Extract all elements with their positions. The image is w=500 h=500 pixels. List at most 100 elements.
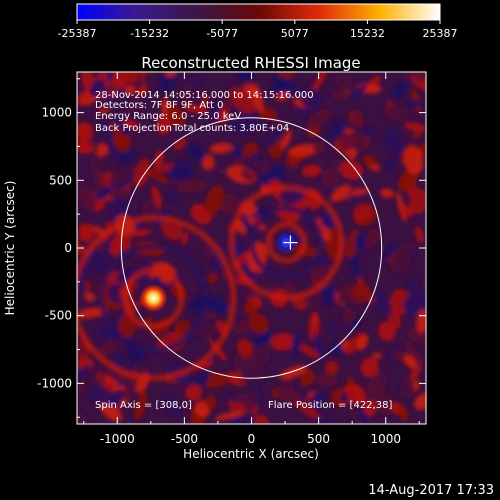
- colorbar-tick-label: 15232: [350, 27, 385, 40]
- spin-axis-text: Spin Axis = [308,0]: [95, 400, 192, 411]
- colorbar-tick-label: 25387: [423, 27, 458, 40]
- heatmap-blob: [299, 87, 322, 111]
- heatmap-blob: [342, 308, 356, 324]
- heatmap-ring: [228, 184, 345, 301]
- heatmap-blob: [352, 283, 372, 301]
- y-tick-labels: -1000 -500 0 500 1000: [37, 106, 72, 391]
- heatmap-blob: [280, 130, 292, 150]
- heatmap-blob: [366, 379, 385, 398]
- heatmap-blob: [301, 164, 322, 178]
- heatmap-blob: [244, 390, 258, 413]
- heatmap-blob: [151, 185, 162, 208]
- heatmap-blob: [201, 245, 214, 259]
- heatmap-blob: [153, 150, 165, 167]
- annotations: 28-Nov-2014 14:05:16.000 to 14:15:16.000…: [95, 90, 392, 411]
- heatmap-blob: [89, 78, 106, 98]
- heatmap-blob: [312, 333, 328, 361]
- heatmap-blob: [84, 292, 95, 302]
- heatmap-blob: [165, 72, 177, 78]
- heatmap-blob: [391, 80, 410, 99]
- heatmap-blob: [196, 321, 215, 339]
- heatmap-blob: [113, 166, 135, 186]
- heatmap-blob: [246, 290, 256, 300]
- heatmap-blob: [231, 88, 257, 114]
- heatmap-blob: [94, 173, 107, 193]
- heatmap-blob: [77, 307, 108, 319]
- heatmap-blob: [414, 225, 425, 244]
- heatmap-blob: [345, 383, 367, 405]
- heatmap-blob: [94, 186, 112, 200]
- heatmap-blob: [98, 399, 123, 422]
- y-tick-label: 500: [49, 173, 72, 187]
- colorbar-tick-label: -5077: [206, 27, 238, 40]
- heatmap-blob: [350, 249, 362, 279]
- heatmap-blob: [77, 244, 87, 255]
- heatmap-blob: [399, 205, 414, 218]
- heatmap-blob: [329, 157, 342, 174]
- heatmap-blob: [236, 338, 252, 355]
- heatmap-blob: [88, 384, 112, 406]
- heatmap-blob: [339, 160, 364, 180]
- heatmap-ring: [77, 215, 237, 382]
- heatmap-blob: [168, 160, 194, 181]
- heatmap-blob: [404, 340, 424, 366]
- heatmap-blob: [121, 72, 137, 84]
- heatmap-blob: [313, 140, 327, 154]
- heatmap-blob: [251, 83, 264, 114]
- heatmap-blob: [321, 216, 335, 230]
- heatmap-blob: [339, 132, 356, 151]
- heatmap-blob: [102, 85, 116, 112]
- x-tick-label: 0: [248, 432, 256, 446]
- heatmap-blob: [409, 188, 426, 214]
- heatmap-blob: [362, 154, 377, 167]
- heatmap-blob: [291, 332, 301, 357]
- heatmap-blob: [403, 354, 417, 369]
- heatmap-blob: [156, 114, 172, 135]
- x-tick-label: -1000: [100, 432, 135, 446]
- heatmap-blob: [315, 218, 331, 242]
- heatmap-blob: [283, 282, 297, 298]
- heatmap-blob: [202, 154, 215, 171]
- heatmap-blob: [97, 106, 110, 115]
- heatmap-blob: [77, 345, 88, 354]
- heatmap-blob: [118, 315, 136, 337]
- heatmap-blob: [221, 194, 240, 216]
- y-tick-label: -500: [45, 309, 72, 323]
- heatmap-ring: [265, 221, 308, 264]
- x-tick-label: -500: [171, 432, 198, 446]
- heatmap-ring: [98, 243, 209, 354]
- heatmap-blob: [398, 243, 416, 258]
- energy-range-text: Energy Range: 6.0 - 25.0 keV: [95, 111, 241, 122]
- footer-timestamp: 14-Aug-2017 17:33: [368, 483, 494, 498]
- detectors-text: Detectors: 7F 8F 9F, Att 0: [95, 100, 223, 111]
- heatmap-blob: [401, 72, 416, 79]
- chart-title: Reconstructed RHESSI Image: [141, 54, 360, 72]
- heatmap-blob: [275, 90, 290, 102]
- heatmap-blob: [200, 93, 209, 111]
- heatmap-blob: [209, 142, 233, 154]
- heatmap-blob: [310, 391, 325, 407]
- heatmap-blob: [112, 348, 122, 370]
- heatmap-blob: [384, 244, 397, 261]
- heatmap-blob: [126, 229, 152, 237]
- colorbar-tick-label: -25387: [58, 27, 97, 40]
- heatmap-blob: [117, 151, 137, 164]
- heatmap-blob: [326, 124, 348, 141]
- heatmap-blob: [378, 321, 396, 342]
- heatmap-blob: [180, 81, 194, 105]
- heatmap-blob: [385, 160, 394, 170]
- heatmap-blob: [409, 365, 422, 381]
- heatmap-blob: [288, 143, 320, 158]
- heatmap-blob: [101, 119, 113, 139]
- heatmap-blob: [106, 389, 124, 408]
- flare-position-text: Flare Position = [422,38]: [268, 400, 392, 411]
- heatmap-blob: [399, 381, 416, 399]
- heatmap-blob: [384, 126, 403, 157]
- heatmap-blob: [164, 395, 181, 419]
- colorbar-ticks: -25387 -15232 -5077 5077 15232 25387: [58, 20, 458, 40]
- heatmap-blob: [259, 107, 278, 120]
- heatmap-ring: [122, 267, 185, 330]
- heatmap-blob: [180, 231, 189, 245]
- heatmap-blob: [407, 278, 419, 295]
